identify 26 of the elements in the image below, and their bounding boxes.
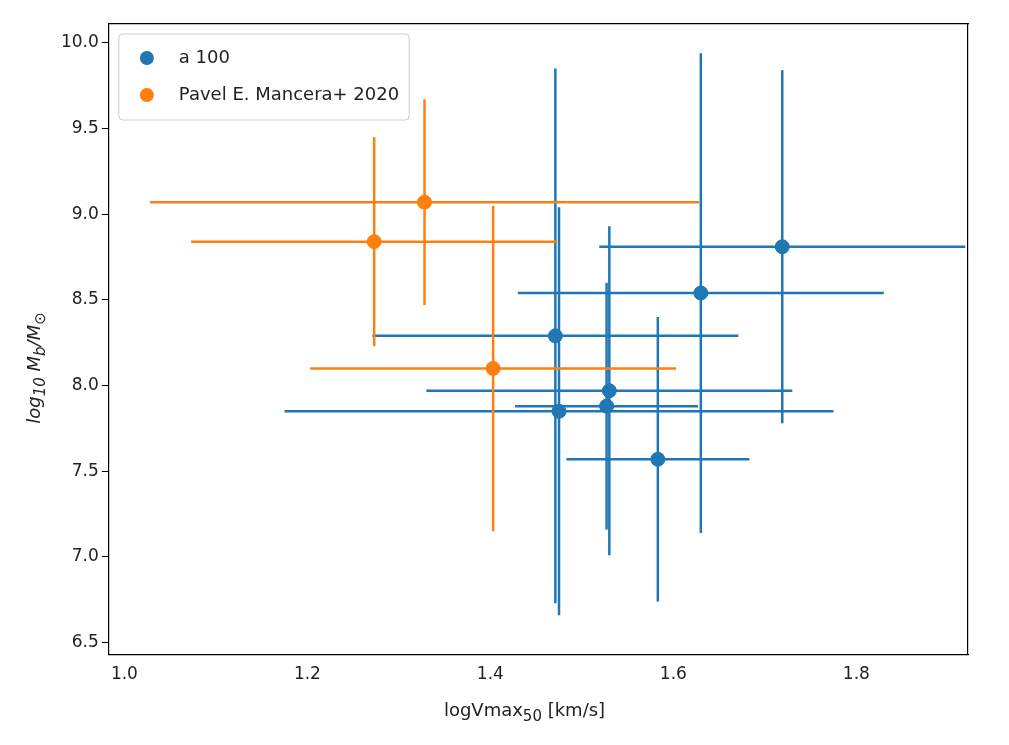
- y-tick-label: 7.5: [71, 459, 99, 480]
- y-tick-label: 7.0: [71, 545, 99, 566]
- point: [551, 403, 567, 419]
- legend-label: Pavel E. Mancera+ 2020: [178, 82, 400, 104]
- y-tick-label: 9.5: [71, 116, 99, 137]
- y-tick-label: 6.5: [71, 631, 99, 652]
- point: [693, 285, 709, 301]
- point: [417, 194, 433, 210]
- point: [366, 234, 382, 250]
- x-axis-title: logVmax$_{50}$ [km/s]: [442, 699, 607, 725]
- point: [547, 328, 563, 344]
- x-tick-label: 1.6: [659, 663, 687, 684]
- point: [774, 239, 790, 255]
- x-tick-label: 1.4: [476, 663, 504, 684]
- point: [485, 360, 501, 376]
- y-tick-label: 8.5: [71, 288, 99, 309]
- x-tick-label: 1.8: [842, 663, 870, 684]
- y-tick-label: 8.0: [71, 373, 99, 394]
- legend-label: a 100: [178, 45, 230, 67]
- point: [650, 451, 666, 467]
- x-tick-label: 1.2: [293, 663, 321, 684]
- point: [601, 383, 617, 399]
- point: [599, 398, 615, 414]
- y-tick-label: 10.0: [60, 31, 99, 52]
- y-tick-label: 9.0: [71, 202, 99, 223]
- x-tick-label: 1.0: [110, 663, 138, 684]
